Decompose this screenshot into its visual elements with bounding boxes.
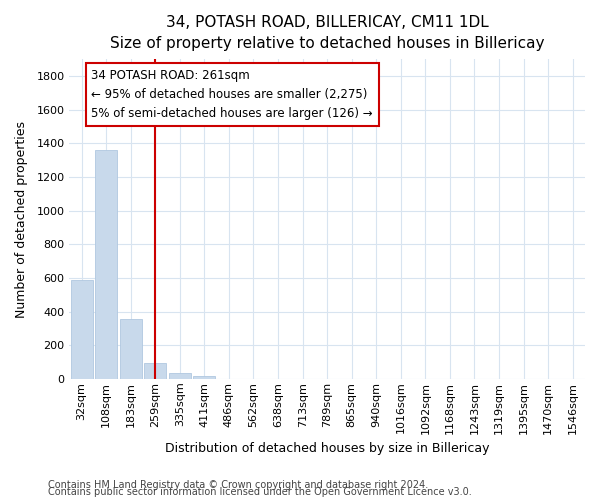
Bar <box>169 373 191 379</box>
Text: Contains public sector information licensed under the Open Government Licence v3: Contains public sector information licen… <box>48 487 472 497</box>
Bar <box>119 319 142 379</box>
Text: 34 POTASH ROAD: 261sqm
← 95% of detached houses are smaller (2,275)
5% of semi-d: 34 POTASH ROAD: 261sqm ← 95% of detached… <box>91 69 373 120</box>
Title: 34, POTASH ROAD, BILLERICAY, CM11 1DL
Size of property relative to detached hous: 34, POTASH ROAD, BILLERICAY, CM11 1DL Si… <box>110 15 544 51</box>
X-axis label: Distribution of detached houses by size in Billericay: Distribution of detached houses by size … <box>165 442 490 455</box>
Text: Contains HM Land Registry data © Crown copyright and database right 2024.: Contains HM Land Registry data © Crown c… <box>48 480 428 490</box>
Bar <box>95 150 117 379</box>
Bar <box>71 280 92 379</box>
Bar <box>193 376 215 379</box>
Y-axis label: Number of detached properties: Number of detached properties <box>15 120 28 318</box>
Bar <box>144 363 166 379</box>
